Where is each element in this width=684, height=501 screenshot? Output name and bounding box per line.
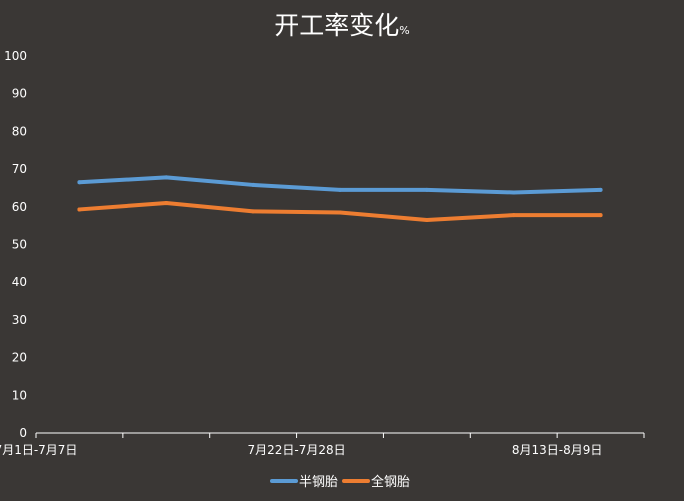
series-1-point-1 xyxy=(164,201,169,206)
y-tick-label-80: 80 xyxy=(12,124,27,138)
series-1-point-6 xyxy=(598,213,603,218)
y-axis: 0 10 20 30 40 50 60 70 80 90 100 xyxy=(4,49,27,440)
series-0-point-5 xyxy=(511,190,516,195)
y-tick-label-30: 30 xyxy=(12,313,27,327)
y-tick-label-100: 100 xyxy=(4,49,27,63)
x-tick-label-0: 7月1日-7月7日 xyxy=(0,443,77,457)
series-0-point-0 xyxy=(77,180,82,185)
chart-title-text: 开工率变化 xyxy=(274,11,399,40)
x-tick-label-3: 7月22日-7月28日 xyxy=(248,443,346,457)
x-axis: 7月1日-7月7日 7月22日-7月28日 8月13日-8月9日 xyxy=(0,432,645,457)
x-tick-label-6: 8月13日-8月9日 xyxy=(512,443,603,457)
y-tick-label-10: 10 xyxy=(12,388,27,402)
series-0-point-4 xyxy=(424,187,429,192)
chart-title-unit: % xyxy=(399,24,409,37)
series-0-point-6 xyxy=(598,187,603,192)
series-1-point-0 xyxy=(77,207,82,212)
y-tick-label-40: 40 xyxy=(12,275,27,289)
series-0-point-2 xyxy=(251,182,256,187)
legend-label-1: 全钢胎 xyxy=(371,474,410,490)
legend: 半钢胎 全钢胎 xyxy=(270,474,410,490)
series-1-point-4 xyxy=(424,217,429,222)
y-tick-label-90: 90 xyxy=(12,87,27,101)
series-1-point-2 xyxy=(251,209,256,214)
y-tick-label-70: 70 xyxy=(12,162,27,176)
chart-title: 开工率变化% xyxy=(274,11,409,40)
y-tick-label-0: 0 xyxy=(19,426,27,440)
y-tick-label-60: 60 xyxy=(12,200,27,214)
series-0-point-3 xyxy=(338,187,342,192)
series-1-point-3 xyxy=(338,210,342,215)
series-layer xyxy=(77,175,603,222)
legend-label-0: 半钢胎 xyxy=(299,475,338,490)
series-1-point-5 xyxy=(511,213,516,218)
y-tick-label-20: 20 xyxy=(12,351,27,365)
y-tick-label-50: 50 xyxy=(12,238,27,252)
series-0-point-1 xyxy=(164,175,169,180)
